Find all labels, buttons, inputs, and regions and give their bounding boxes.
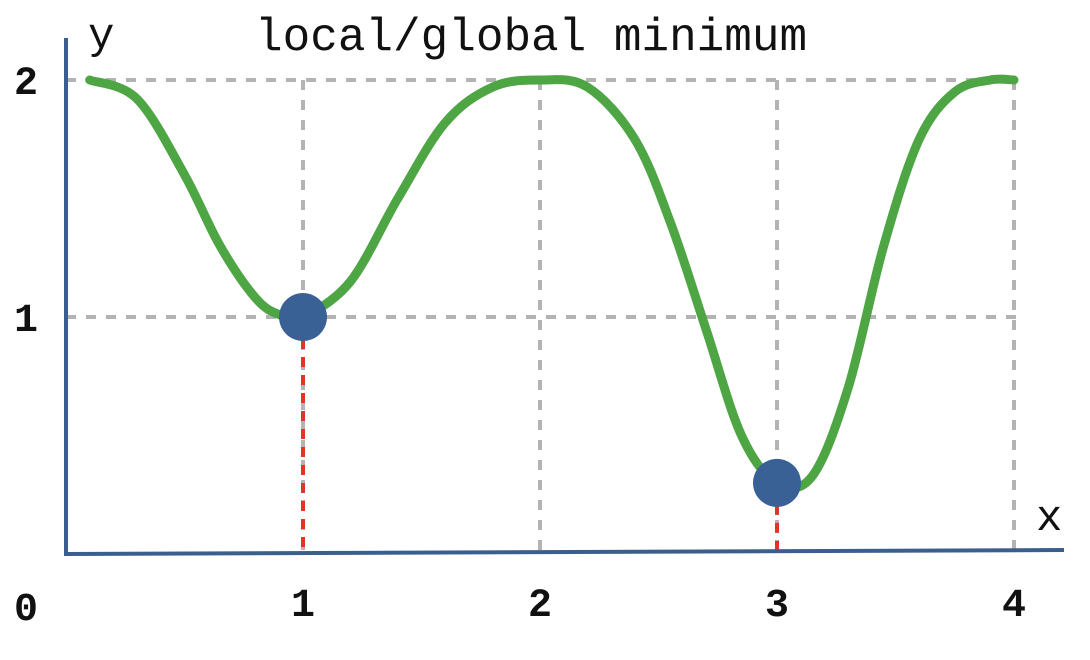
y-tick-label: 2 <box>14 62 38 107</box>
global-minimum-point <box>753 458 801 507</box>
x-axis-line <box>65 548 1065 556</box>
x-tick-label: 4 <box>1002 584 1026 629</box>
data-series-line <box>85 74 1019 493</box>
origin-tick-label: 0 <box>14 588 38 633</box>
chart-title: local/global minimum <box>255 12 807 64</box>
grid-layer <box>66 78 1018 554</box>
y-tick-label: 1 <box>14 299 38 344</box>
x-tick-label: 2 <box>528 584 552 629</box>
x-tick-label: 1 <box>291 584 315 629</box>
drop-lines-layer <box>301 339 779 554</box>
x-axis-label: x <box>1036 494 1062 544</box>
y-axis-label: y <box>88 12 114 62</box>
local-minimum-point <box>279 293 327 341</box>
x-tick-label: 3 <box>765 584 789 629</box>
minima-points-layer <box>279 293 801 507</box>
tick-labels-layer: 1 2 3 4 1 2 <box>14 62 1026 629</box>
